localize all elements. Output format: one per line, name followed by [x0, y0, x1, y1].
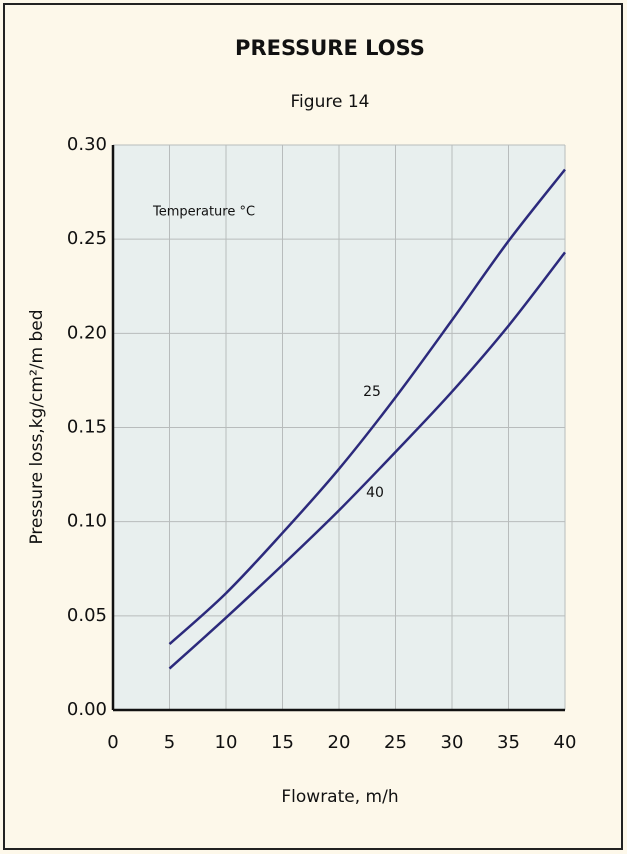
series-label: 25 [363, 384, 381, 400]
series-line [168, 168, 566, 646]
y-tick-label: 0.05 [67, 605, 107, 626]
x-tick-label: 20 [328, 732, 351, 753]
x-tick-label: 10 [215, 732, 238, 753]
x-tick-label: 25 [384, 732, 407, 753]
y-tick-label: 0.25 [67, 228, 107, 249]
y-tick-label: 0.10 [67, 511, 107, 532]
series-label: 40 [366, 485, 384, 501]
x-tick-label: 30 [441, 732, 464, 753]
x-axis-label: Flowrate, m/h [281, 787, 398, 807]
y-tick-label: 0.15 [67, 417, 107, 438]
chart-subtitle: Figure 14 [291, 92, 370, 112]
annotation: Temperature °C [152, 205, 255, 220]
x-tick-label: 40 [554, 732, 577, 753]
chart-title: PRESSURE LOSS [235, 36, 425, 60]
y-tick-label: 0.30 [67, 134, 107, 155]
series-line [168, 251, 566, 670]
y-axis-label: Pressure loss,kg/cm²/m bed [27, 309, 47, 544]
x-tick-label: 15 [271, 732, 294, 753]
y-tick-label: 0.20 [67, 322, 107, 343]
y-tick-label: 0.00 [67, 699, 107, 720]
x-tick-label: 0 [107, 732, 118, 753]
x-tick-label: 5 [164, 732, 175, 753]
x-tick-label: 35 [497, 732, 520, 753]
